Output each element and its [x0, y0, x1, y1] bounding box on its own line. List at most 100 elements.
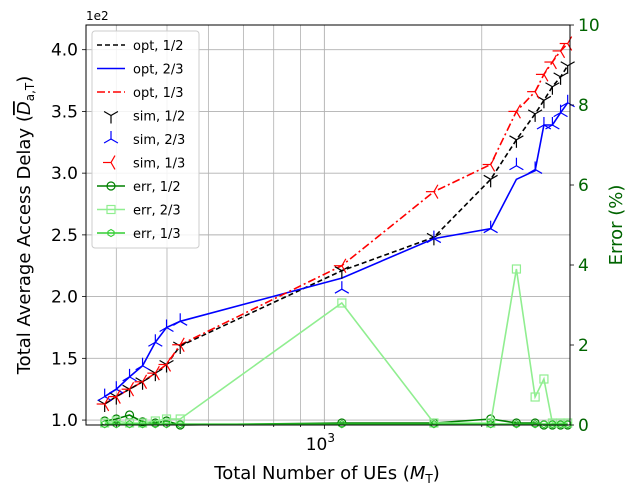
data-point [134, 374, 148, 390]
marker-arm [490, 164, 496, 172]
marker-arm [433, 232, 442, 238]
data-point [172, 313, 188, 326]
marker-arm [110, 138, 119, 144]
marker-arm [166, 326, 174, 332]
plot-frame [85, 24, 571, 426]
marker-arm [142, 381, 148, 390]
marker-arm [560, 72, 568, 78]
y-tick-label-left: 3.5 [51, 102, 78, 122]
marker-arm [552, 124, 560, 130]
legend-marker [103, 131, 119, 144]
legend-marker [107, 228, 115, 238]
marker-arm [341, 258, 347, 267]
y-tick-label-left: 1.5 [51, 349, 78, 369]
y-tick-label-right: 0 [578, 416, 589, 436]
marker-arm [97, 396, 105, 402]
marker-square [511, 264, 522, 274]
data-point [100, 418, 110, 428]
axis-ticks: 1.0 1.5 2.0 2.5 3.0 3.5 4.0 0 2 4 6 8 10 103 [51, 16, 600, 455]
data-point [483, 174, 498, 188]
marker-arm [172, 341, 181, 347]
marker-arm [536, 124, 545, 130]
data-point [125, 420, 134, 429]
data-point [430, 420, 438, 429]
marker-arm [545, 124, 553, 130]
legend-label: opt, 1/2 [133, 39, 184, 54]
data-point [556, 420, 565, 429]
data-point [545, 82, 560, 95]
data-point [137, 418, 148, 428]
data-point [508, 104, 521, 119]
marker-arm [103, 138, 112, 144]
legend-label: err, 1/3 [133, 227, 181, 242]
y-tick-label-left: 1.0 [51, 411, 78, 431]
data-point [531, 420, 539, 429]
marker-arm [534, 109, 543, 115]
data-point [337, 418, 347, 428]
marker-arm [172, 320, 181, 326]
data-point [97, 399, 112, 413]
marker-arm [148, 368, 156, 374]
data-point [121, 381, 135, 397]
data-point [135, 357, 150, 371]
marker-arm [341, 288, 350, 294]
legend: opt, 1/2 opt, 2/3 opt, 1/3 sim, 1/2 sim, 2/3… [91, 30, 200, 249]
marker-arm [515, 111, 521, 119]
data-point [122, 384, 137, 398]
marker-hexagon [564, 420, 572, 429]
data-point [482, 157, 496, 172]
marker-hexagon [556, 420, 565, 429]
marker-arm [142, 374, 148, 383]
data-point [176, 420, 184, 429]
marker-arm [115, 389, 121, 397]
marker-arm [341, 266, 350, 272]
data-point [122, 368, 137, 382]
marker-arm [483, 174, 491, 180]
data-point [487, 420, 495, 429]
marker-arm [154, 372, 160, 381]
data-point [172, 337, 185, 352]
marker-square [100, 418, 110, 428]
marker-hexagon [138, 420, 147, 429]
data-point [486, 418, 496, 428]
data-point [426, 230, 442, 244]
legend-box [91, 30, 200, 249]
data-point [553, 72, 568, 85]
marker-arm [433, 238, 442, 244]
marker-hexagon [112, 420, 120, 429]
marker-arm [334, 266, 343, 272]
marker-arm [179, 341, 188, 347]
series-sim-2-3 [97, 94, 575, 402]
marker-arm [433, 184, 439, 192]
data-point [147, 365, 160, 381]
marker-arm [179, 344, 185, 352]
y-tick-label-right: 6 [578, 176, 589, 196]
legend-entry: err, 1/2 [97, 180, 181, 195]
legend-label: opt, 2/3 [133, 63, 184, 78]
data-point [162, 420, 171, 429]
marker-hexagon [531, 420, 539, 429]
marker-arm [179, 337, 185, 346]
marker-arm [159, 326, 167, 332]
legend-entry: opt, 1/2 [97, 39, 184, 54]
data-point [511, 418, 522, 428]
legend-entry: sim, 2/3 [103, 131, 185, 148]
data-point [108, 389, 121, 404]
marker-arm [135, 377, 143, 383]
marker-arm [534, 84, 540, 92]
data-point [544, 54, 557, 70]
marker-arm [509, 165, 517, 171]
marker-hexagon [487, 420, 495, 429]
marker-arm [552, 82, 560, 88]
legend-marker [103, 110, 119, 124]
marker-arm [567, 61, 575, 67]
marker-arm [154, 365, 160, 374]
legend-entry: opt, 2/3 [97, 63, 184, 78]
marker-arm [553, 72, 561, 78]
legend-marker [106, 181, 116, 191]
marker-arm [490, 174, 498, 180]
series-opt-2-3 [104, 102, 569, 398]
marker-arm [110, 110, 119, 117]
marker-hexagon [162, 420, 171, 429]
y-tick-label-right: 10 [578, 16, 600, 36]
